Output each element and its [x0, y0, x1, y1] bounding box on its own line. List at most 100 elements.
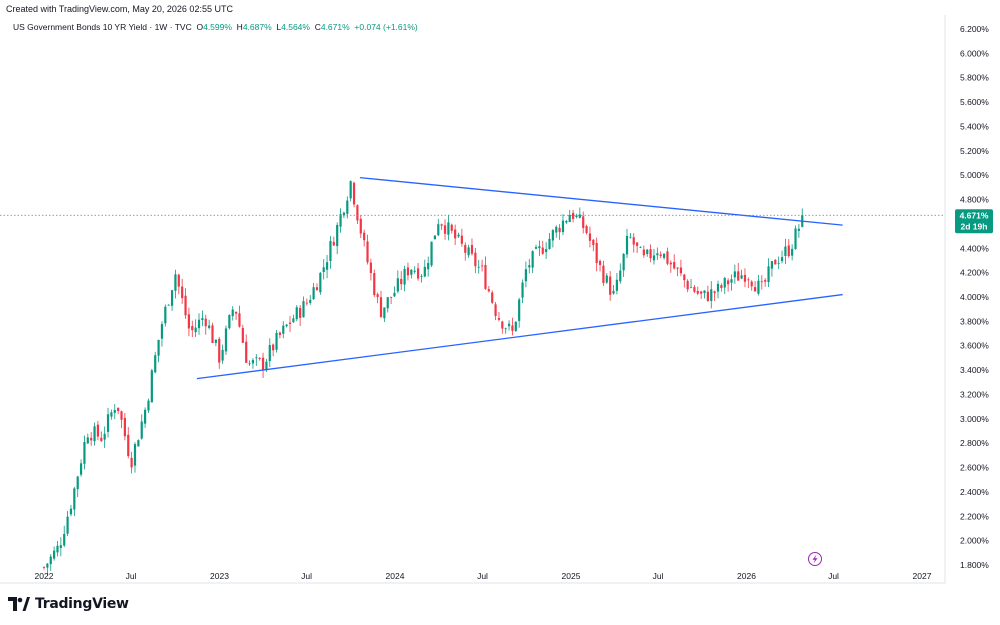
- candle-body: [743, 274, 747, 282]
- candle-body: [194, 327, 197, 333]
- high-value: 4.687%: [242, 22, 272, 32]
- low-label: L: [276, 22, 282, 32]
- x-tick-label: Jul: [653, 571, 664, 581]
- candle-body: [534, 247, 538, 249]
- candle-body: [437, 224, 440, 236]
- candle-body: [315, 287, 319, 291]
- candle-body: [56, 545, 59, 553]
- candle-body: [457, 234, 460, 237]
- candle-body: [568, 215, 571, 223]
- symbol-title[interactable]: US Government Bonds 10 YR Yield · 1W · T…: [13, 22, 192, 32]
- candle-body: [184, 295, 187, 316]
- candle-body: [723, 278, 726, 288]
- candle-body: [497, 317, 501, 320]
- y-tick-label: 4.200%: [960, 268, 989, 278]
- candle-body: [625, 235, 629, 255]
- candle-body: [117, 407, 120, 412]
- candle-body: [454, 229, 457, 239]
- candle-body: [79, 463, 83, 475]
- candle-body: [248, 363, 251, 365]
- close-label: C: [314, 22, 321, 32]
- y-tick-label: 2.000%: [960, 536, 989, 546]
- candle-body: [703, 290, 706, 294]
- y-tick-label: 4.000%: [960, 292, 989, 302]
- candle-body: [632, 237, 635, 245]
- candle-body: [329, 240, 332, 261]
- candle-body: [123, 417, 126, 437]
- candle-body: [420, 276, 423, 277]
- candle-body: [174, 274, 177, 291]
- candle-body: [346, 200, 349, 214]
- candle-body: [211, 325, 214, 343]
- y-tick-label: 3.400%: [960, 365, 989, 375]
- candle-body: [487, 289, 490, 292]
- candle-body: [727, 280, 730, 285]
- candle-body: [423, 266, 426, 277]
- candle-body: [679, 267, 683, 274]
- x-tick-label: 2025: [562, 571, 581, 581]
- trendlines[interactable]: [196, 176, 843, 380]
- candle-body: [373, 273, 376, 296]
- candle-body: [720, 285, 723, 289]
- candle-body: [501, 321, 504, 329]
- x-tick-label: 2022: [35, 571, 54, 581]
- lightning-icon[interactable]: [808, 552, 822, 566]
- candle-body: [251, 360, 255, 364]
- candle-body: [160, 324, 164, 339]
- candle-body: [558, 227, 561, 233]
- candle-body: [629, 236, 632, 238]
- candles: [42, 180, 804, 576]
- lower-trendline: [196, 293, 843, 380]
- candle-body: [258, 357, 261, 359]
- y-tick-label: 5.800%: [960, 73, 989, 83]
- candle-body: [319, 272, 322, 293]
- candle-body: [545, 249, 548, 253]
- candle-body: [376, 294, 379, 298]
- candle-body: [592, 239, 595, 246]
- candle-body: [494, 304, 497, 316]
- y-tick-label: 3.000%: [960, 414, 989, 424]
- candle-body: [609, 276, 612, 295]
- candle-body: [774, 259, 777, 265]
- candle-body: [403, 268, 406, 285]
- candle-body: [396, 278, 399, 292]
- candle-body: [740, 275, 743, 279]
- candle-body: [312, 287, 315, 300]
- candle-body: [292, 318, 295, 323]
- candle-body: [106, 414, 110, 432]
- candle-body: [656, 253, 659, 256]
- candle-body: [669, 262, 672, 265]
- x-tick-label: Jul: [301, 571, 312, 581]
- candle-body: [410, 269, 413, 275]
- candle-body: [767, 266, 770, 283]
- candle-body: [538, 246, 541, 249]
- y-tick-label: 5.400%: [960, 121, 989, 131]
- x-axis[interactable]: 2022 Jul 2023 Jul 2024 Jul 2025 Jul 2026 Jul 2027: [35, 571, 932, 581]
- last-price-tag: [955, 209, 993, 234]
- candle-body: [42, 567, 46, 568]
- x-tick-label: Jul: [477, 571, 488, 581]
- candle-body: [491, 292, 494, 303]
- candle-body: [521, 282, 524, 298]
- candle-body: [228, 314, 231, 329]
- candle-body: [147, 400, 150, 411]
- candle-body: [662, 253, 666, 258]
- candle-body: [73, 488, 76, 510]
- tradingview-logo[interactable]: TradingView: [8, 596, 129, 612]
- candle-body: [83, 441, 86, 464]
- candle-body: [272, 344, 275, 351]
- candle-body: [467, 247, 470, 256]
- candle-body: [716, 283, 720, 292]
- candle-body: [764, 280, 767, 282]
- candle-body: [352, 182, 356, 205]
- candle-body: [342, 212, 346, 216]
- candle-body: [208, 325, 211, 328]
- candle-body: [797, 228, 800, 231]
- candle-body: [76, 476, 79, 490]
- candle-body: [49, 556, 52, 565]
- candle-body: [713, 291, 716, 294]
- y-axis[interactable]: 6.200% 6.000% 5.800% 5.600% 5.400% 5.200% 5.00…: [960, 24, 989, 570]
- bar-countdown: 2d 19h: [961, 221, 988, 231]
- candle-body: [154, 355, 157, 373]
